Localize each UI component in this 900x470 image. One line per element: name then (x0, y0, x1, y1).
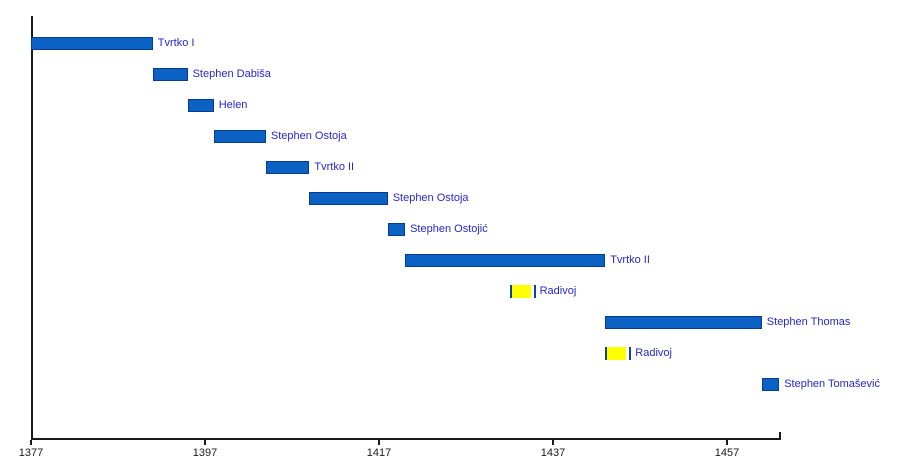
x-axis-tick-label: 1417 (366, 447, 392, 459)
ruler-name-label: Helen (218, 98, 248, 111)
x-axis-tick-label: 1457 (714, 447, 740, 459)
reign-bar-pretender (509, 284, 531, 298)
ruler-name-label: Tvrtko II (610, 253, 650, 266)
reign-bar (605, 315, 762, 329)
reign-bar (31, 36, 153, 50)
ruler-name-label: Stephen Ostoja (392, 191, 469, 204)
reign-end-marker (629, 346, 632, 360)
reign-bar (405, 253, 606, 267)
reign-bar (387, 222, 406, 236)
ruler-name-label: Stephen Ostojić (410, 222, 488, 235)
ruler-name-label: Stephen Dabiša (192, 67, 271, 80)
x-axis-tick-label: 1437 (540, 447, 566, 459)
x-axis-tick-label: 1397 (192, 447, 218, 459)
ruler-name-label: Radivoj (539, 284, 577, 297)
ruler-name-label: Radivoj (635, 346, 672, 359)
x-axis-end-tick (779, 432, 781, 440)
ruler-name-label: Tvrtko I (157, 36, 195, 49)
ruler-name-label: Stephen Ostoja (270, 129, 347, 142)
x-axis-tick (552, 440, 554, 445)
ruler-name-label: Stephen Tomašević (784, 377, 880, 390)
x-axis-tick-label: 1377 (18, 447, 44, 459)
reign-bar (309, 191, 388, 205)
reign-bar (152, 67, 188, 81)
reign-bar-pretender (605, 346, 627, 360)
reign-bar (187, 98, 214, 112)
x-axis-tick (30, 440, 32, 445)
reign-bar (213, 129, 266, 143)
x-axis-line (31, 438, 781, 440)
reign-bar (265, 160, 310, 174)
reign-end-marker (533, 284, 536, 298)
reign-bar (761, 377, 780, 391)
ruler-name-label: Tvrtko II (314, 160, 355, 173)
x-axis-tick (726, 440, 728, 445)
ruler-name-label: Stephen Thomas (766, 315, 851, 328)
x-axis-tick (378, 440, 380, 445)
x-axis-tick (204, 440, 206, 445)
y-axis-line (31, 16, 33, 440)
